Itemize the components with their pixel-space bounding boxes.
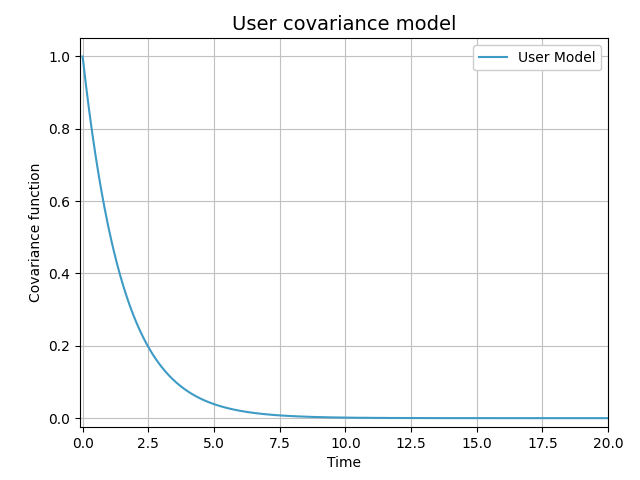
X-axis label: Time: Time (327, 456, 361, 470)
User Model (310, 414, 318, 420)
User Model (79, 54, 86, 60)
User Model (488, 415, 496, 421)
Y-axis label: Covariance function: Covariance function (29, 163, 43, 302)
User Model (291, 413, 299, 419)
User Model (440, 415, 447, 421)
Legend: User Model: User Model (474, 45, 601, 71)
Line: User Model: User Model (83, 57, 608, 418)
User Model (604, 415, 612, 421)
User Model (498, 415, 506, 421)
Title: User covariance model: User covariance model (232, 15, 456, 34)
User Model (132, 319, 140, 325)
